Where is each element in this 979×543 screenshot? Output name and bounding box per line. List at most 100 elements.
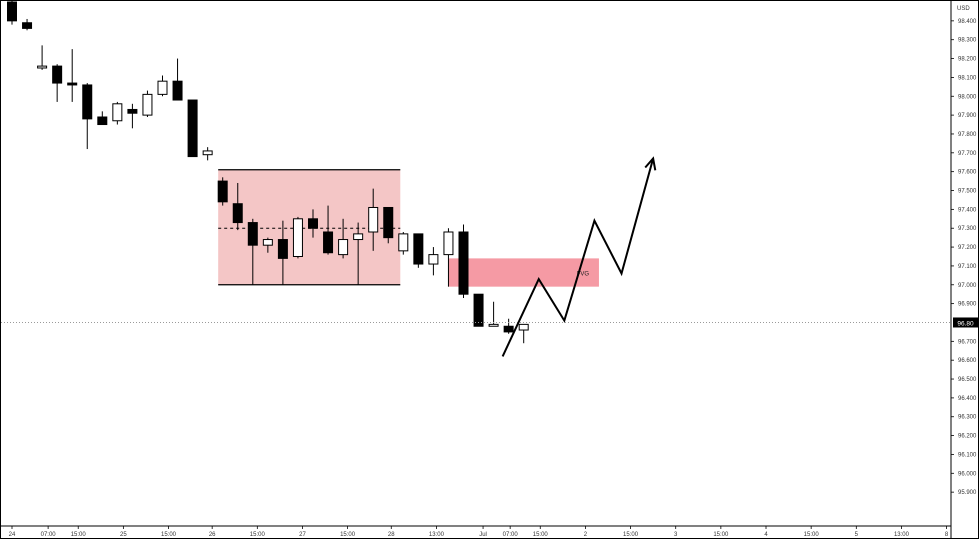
candle-body-up <box>142 93 153 116</box>
price-axis: USD 98.400 98.300 98.200 98.100 98.000 97.900 9… <box>950 1 978 538</box>
time-tick-label: 15:00 <box>340 532 356 538</box>
candle-body-down <box>127 108 138 114</box>
time-tick-label: 15:00 <box>804 532 820 538</box>
overlay-layer <box>1 156 951 357</box>
time-tick-label: 07:00 <box>503 532 519 538</box>
candle <box>22 18 33 31</box>
price-tick-label: 97.400 <box>958 207 977 213</box>
candle-body-down <box>383 206 394 239</box>
candle <box>292 216 303 259</box>
candle-body-up <box>262 239 273 246</box>
time-tick-label: 4 <box>764 532 768 538</box>
price-tag-label: 96.80 <box>957 320 974 327</box>
price-tick-label: 97.200 <box>958 245 977 251</box>
candle-body-up <box>518 323 529 331</box>
price-tick-label: 97.500 <box>958 189 977 195</box>
zones-layer: FVG <box>218 169 599 287</box>
time-tick-label: 13:00 <box>429 532 445 538</box>
candle-body-down <box>172 80 183 101</box>
time-tick-label: 3 <box>674 532 678 538</box>
price-tick-label: 97.800 <box>958 132 977 138</box>
price-tick-label: 96.700 <box>958 339 977 345</box>
candle-body-up <box>428 254 439 265</box>
price-tick-label: 96.200 <box>958 434 977 440</box>
candle <box>247 218 258 285</box>
candle-body-up <box>488 323 499 327</box>
candle <box>518 323 529 344</box>
candle-body-up <box>353 233 364 241</box>
candle-body-up <box>368 206 379 233</box>
price-tick-label: 98.300 <box>958 38 977 44</box>
candle <box>172 58 183 101</box>
price-tick-label: 97.900 <box>958 113 977 119</box>
candle <box>52 64 63 102</box>
time-tick-label: 13:00 <box>894 532 910 538</box>
price-tick-label: 96.500 <box>958 377 977 383</box>
price-tag <box>953 317 978 328</box>
candle-body-down <box>413 233 424 265</box>
time-tick-label: 15:00 <box>533 532 549 538</box>
candle <box>473 293 484 327</box>
candle <box>82 83 93 150</box>
candle-body-down <box>187 99 198 158</box>
price-tick-label: 95.900 <box>958 490 977 496</box>
candle-body-down <box>217 180 228 203</box>
candle-body-down <box>7 1 17 22</box>
candle-body-down <box>473 293 484 327</box>
candle-body-down <box>323 231 334 254</box>
time-tick-label: 25 <box>120 532 127 538</box>
price-tick-label: 97.600 <box>958 170 977 176</box>
time-tick-label: 15:00 <box>250 532 266 538</box>
price-tick-label: 98.000 <box>958 94 977 100</box>
candle <box>338 218 349 259</box>
candle-body-up <box>157 80 168 95</box>
price-tick-label: 96.600 <box>958 358 977 364</box>
candle <box>67 49 78 102</box>
candle <box>308 209 318 238</box>
time-tick-label: 5 <box>855 532 859 538</box>
candle <box>383 206 394 244</box>
currency-label: USD <box>957 6 970 12</box>
candle-body-up <box>112 103 123 122</box>
candle-body-up <box>202 150 213 156</box>
candle <box>398 231 409 255</box>
candles-layer <box>7 0 529 344</box>
candle <box>217 177 228 206</box>
time-tick-label: 15:00 <box>713 532 729 538</box>
candle <box>97 111 108 126</box>
price-tick-label: 97.700 <box>958 151 977 157</box>
price-tick-label: 97.300 <box>958 226 977 232</box>
candle-body-up <box>398 233 409 252</box>
candle <box>142 90 153 117</box>
candle <box>443 228 454 287</box>
time-tick-label: 15:00 <box>161 532 177 538</box>
time-tick-label: 26 <box>209 532 216 538</box>
candle-body-down <box>308 218 318 229</box>
candle <box>202 147 213 161</box>
time-tick-label: 28 <box>388 532 395 538</box>
candle-body-up <box>292 218 303 257</box>
time-tick-label: 15:00 <box>71 532 87 538</box>
candle <box>413 233 424 268</box>
candle <box>127 103 138 129</box>
price-tick-label: 98.200 <box>958 57 977 63</box>
candle <box>458 224 469 298</box>
price-tick-label: 96.300 <box>958 415 977 421</box>
candle <box>157 75 168 97</box>
candle-body-down <box>232 203 243 224</box>
candle <box>323 205 334 255</box>
price-tick-label: 97.100 <box>958 264 977 270</box>
candle-body-down <box>247 222 258 246</box>
candle-body-up <box>443 231 454 256</box>
candle-body-down <box>82 84 93 120</box>
price-tick-label: 97.000 <box>958 283 977 289</box>
candle <box>37 45 48 70</box>
price-tick-label: 98.400 <box>958 19 977 25</box>
time-tick-label: 8 <box>945 532 949 538</box>
time-tick-label: 07:00 <box>41 532 57 538</box>
price-tick-label: 96.100 <box>958 452 977 458</box>
candle-body-down <box>97 116 108 126</box>
candle <box>353 222 364 285</box>
candle-body-down <box>503 325 514 333</box>
